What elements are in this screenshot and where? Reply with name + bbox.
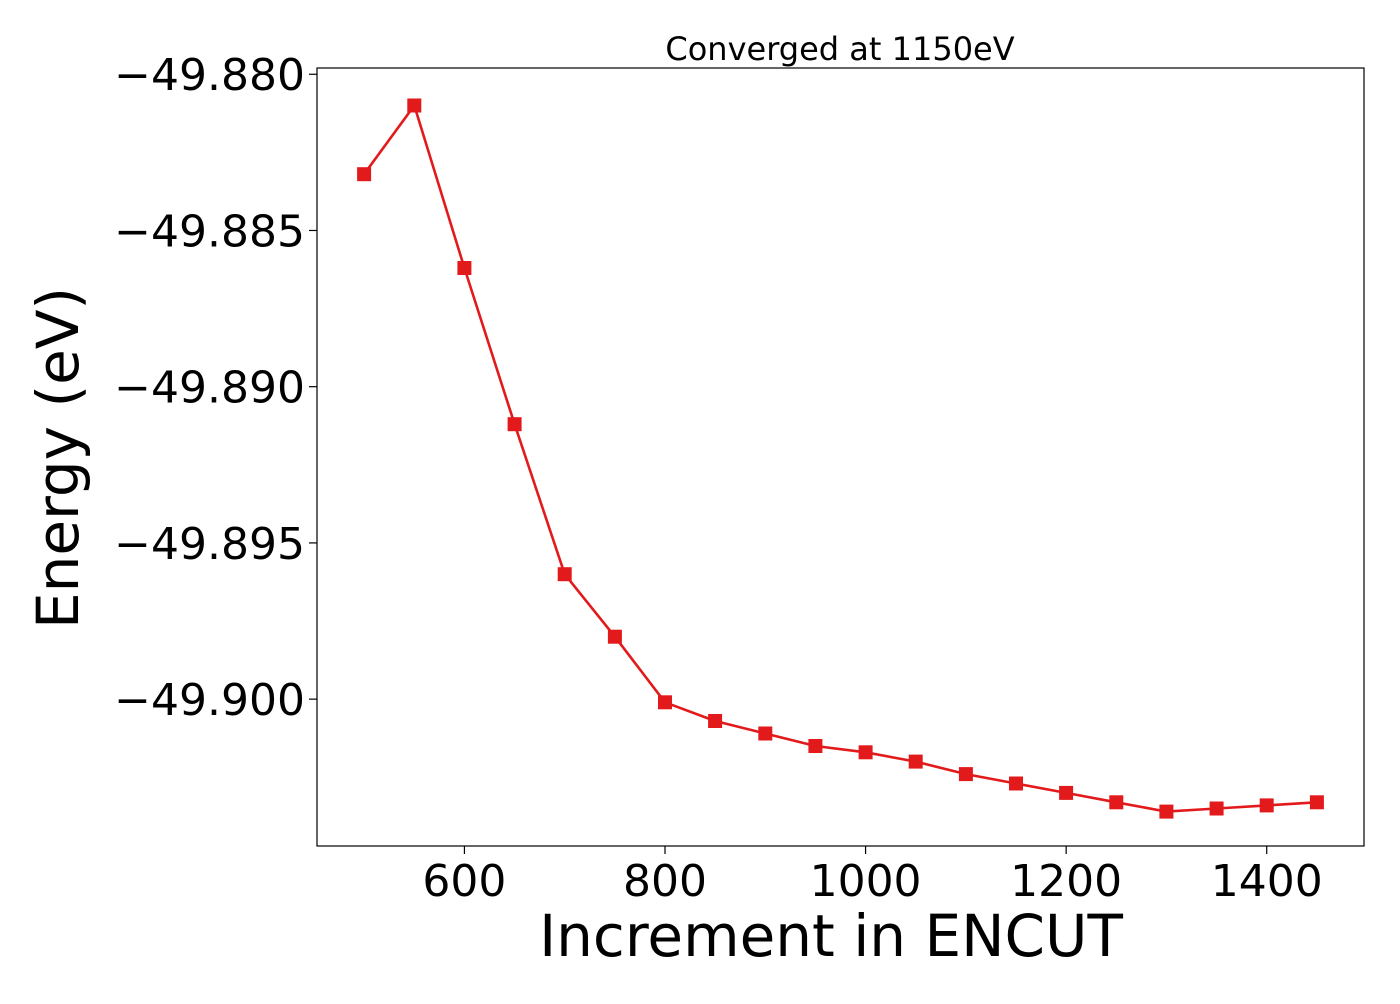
- y-tick-label: −49.890: [114, 363, 305, 414]
- data-point-marker: [607, 629, 622, 644]
- y-axis-ticks: −49.880 −49.885 −49.890 −49.895 −49.900: [114, 50, 317, 726]
- x-tick-label: 800: [623, 856, 707, 907]
- data-point-marker: [457, 261, 472, 275]
- data-point-marker: [808, 739, 823, 753]
- data-point-marker: [708, 714, 723, 728]
- x-tick-label: 1400: [1211, 856, 1323, 907]
- x-axis-ticks: 600 800 1000 1200 1400: [422, 846, 1323, 907]
- data-point-marker: [1259, 798, 1274, 813]
- data-point-marker: [958, 767, 973, 782]
- data-point-marker: [758, 726, 773, 741]
- y-tick-label: −49.895: [114, 519, 305, 570]
- data-point-marker: [407, 98, 422, 113]
- plot-area-border: [316, 67, 1365, 847]
- series-line: [363, 104, 1317, 813]
- data-point-marker: [357, 167, 372, 182]
- data-point-marker: [557, 567, 572, 582]
- data-point-marker: [658, 695, 672, 710]
- x-tick-label: 600: [422, 856, 506, 907]
- y-tick-label: −49.900: [114, 675, 305, 726]
- data-point-marker: [1109, 795, 1124, 810]
- x-tick-label: 1000: [810, 856, 922, 907]
- data-point-marker: [1309, 795, 1324, 810]
- axes-frame: [316, 67, 1365, 847]
- data-point-marker: [858, 745, 873, 760]
- chart-title: Converged at 1150eV: [665, 30, 1014, 68]
- data-point-marker: [507, 417, 522, 432]
- data-point-marker: [1059, 785, 1074, 800]
- x-tick-label: 1200: [1010, 856, 1122, 907]
- data-point-marker: [1009, 776, 1023, 791]
- data-point-marker: [1159, 804, 1174, 819]
- series-layer: [357, 98, 1324, 819]
- y-axis-title: Energy (eV): [24, 287, 92, 629]
- y-tick-label: −49.885: [114, 206, 305, 257]
- data-point-marker: [908, 754, 923, 769]
- y-tick-label: −49.880: [114, 50, 305, 101]
- data-point-marker: [1209, 801, 1224, 816]
- x-axis-title: Increment in ENCUT: [539, 902, 1123, 970]
